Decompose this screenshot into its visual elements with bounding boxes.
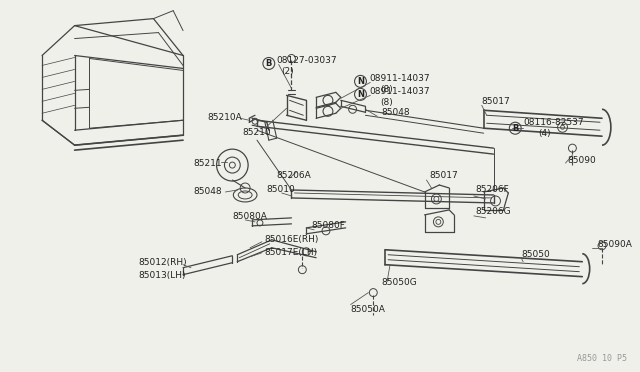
Text: 85050: 85050 [521, 250, 550, 259]
Text: (8): (8) [380, 98, 393, 107]
Text: 85017E(LH): 85017E(LH) [265, 248, 318, 257]
Text: 85050G: 85050G [381, 278, 417, 287]
Text: 85210A: 85210A [208, 113, 243, 122]
Text: 85206G: 85206G [476, 208, 511, 217]
Text: 85090: 85090 [568, 155, 596, 164]
Text: 85206F: 85206F [476, 186, 509, 195]
Text: 85016E(RH): 85016E(RH) [265, 235, 319, 244]
Text: 08911-14037: 08911-14037 [369, 87, 430, 96]
Text: 85013(LH): 85013(LH) [139, 271, 186, 280]
Text: 85080F: 85080F [311, 221, 345, 230]
Text: 85048: 85048 [381, 108, 410, 117]
Text: 08127-03037: 08127-03037 [276, 56, 337, 65]
Text: 85210: 85210 [242, 128, 271, 137]
Text: N: N [357, 90, 364, 99]
Text: 85206A: 85206A [276, 170, 312, 180]
Text: 85017: 85017 [482, 97, 511, 106]
Text: B: B [266, 59, 272, 68]
Text: 08911-14037: 08911-14037 [369, 74, 430, 83]
Text: 85080A: 85080A [232, 212, 268, 221]
Text: (2): (2) [282, 67, 294, 76]
Text: 85050A: 85050A [351, 305, 385, 314]
Text: A850 10 P5: A850 10 P5 [577, 355, 627, 363]
Text: N: N [357, 77, 364, 86]
Text: 08116-82537: 08116-82537 [523, 118, 584, 127]
Text: 85012(RH): 85012(RH) [139, 258, 188, 267]
Text: (8): (8) [380, 85, 393, 94]
Text: 85017: 85017 [429, 170, 458, 180]
Text: (4): (4) [538, 129, 550, 138]
Text: 85048: 85048 [193, 187, 221, 196]
Text: 85010: 85010 [267, 186, 296, 195]
Text: 85211: 85211 [193, 158, 221, 167]
Text: B: B [512, 124, 518, 133]
Text: 85090A: 85090A [597, 240, 632, 249]
